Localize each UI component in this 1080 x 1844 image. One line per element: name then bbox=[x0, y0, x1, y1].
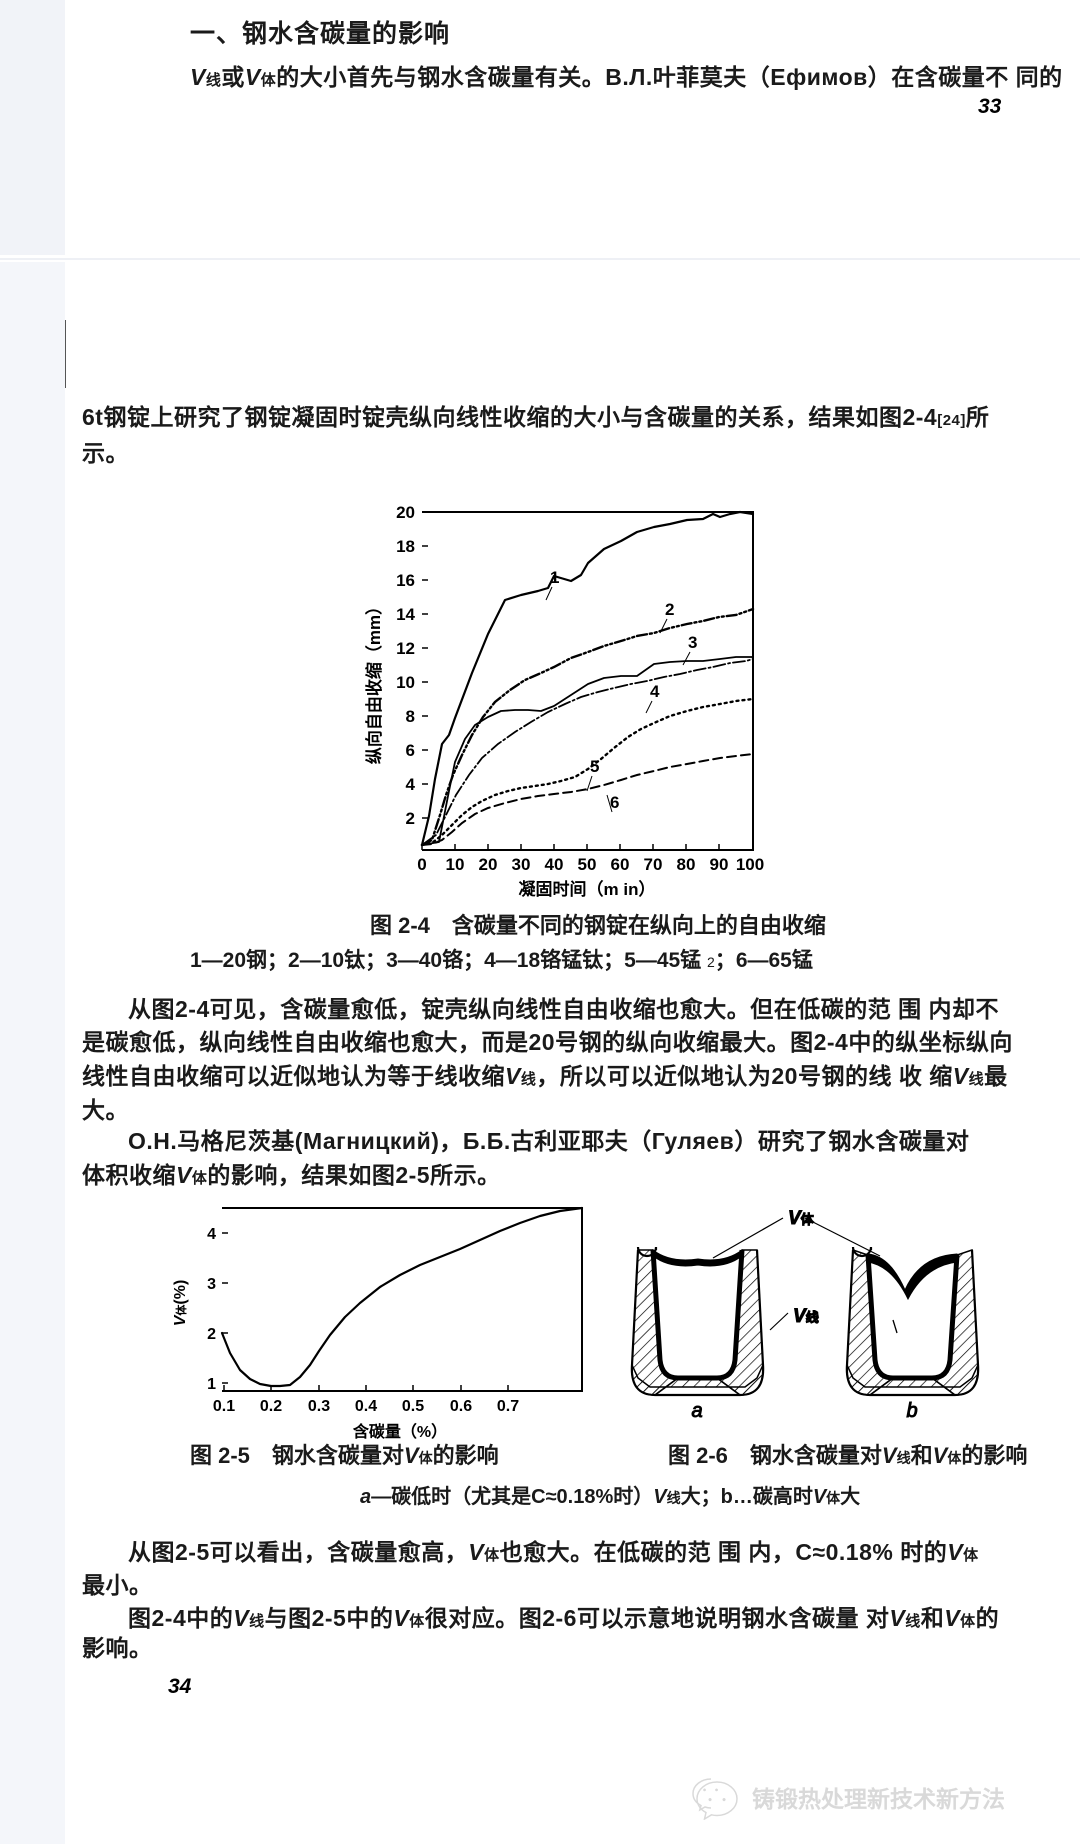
svg-text:0.6: 0.6 bbox=[450, 1398, 472, 1415]
svg-text:4: 4 bbox=[207, 1226, 216, 1243]
svg-text:4: 4 bbox=[406, 775, 416, 794]
svg-text:4: 4 bbox=[650, 682, 660, 701]
svg-text:0.4: 0.4 bbox=[355, 1398, 377, 1415]
svg-text:100: 100 bbox=[736, 855, 764, 874]
svg-text:50: 50 bbox=[578, 855, 597, 874]
svg-text:70: 70 bbox=[644, 855, 663, 874]
svg-text:14: 14 bbox=[396, 605, 415, 624]
svg-text:16: 16 bbox=[396, 571, 415, 590]
svg-text:b: b bbox=[906, 1400, 917, 1422]
svg-text:3: 3 bbox=[688, 633, 697, 652]
svg-text:20: 20 bbox=[396, 503, 415, 522]
svg-text:1: 1 bbox=[207, 1376, 216, 1393]
svg-text:20: 20 bbox=[479, 855, 498, 874]
svg-text:V体: V体 bbox=[788, 1210, 815, 1229]
svg-text:18: 18 bbox=[396, 537, 415, 556]
svg-text:2: 2 bbox=[406, 809, 415, 828]
svg-text:V线: V线 bbox=[793, 1306, 819, 1327]
svg-text:凝固时间（m in）: 凝固时间（m in） bbox=[519, 879, 656, 899]
svg-text:12: 12 bbox=[396, 639, 415, 658]
svg-text:0.1: 0.1 bbox=[213, 1398, 235, 1415]
svg-text:6: 6 bbox=[406, 741, 415, 760]
svg-text:1: 1 bbox=[550, 568, 559, 587]
svg-text:2: 2 bbox=[207, 1326, 216, 1343]
svg-text:90: 90 bbox=[710, 855, 729, 874]
svg-text:0.5: 0.5 bbox=[402, 1398, 424, 1415]
svg-text:8: 8 bbox=[406, 707, 415, 726]
svg-text:纵向自由收缩（mm）: 纵向自由收缩（mm） bbox=[364, 598, 384, 764]
svg-text:5: 5 bbox=[590, 757, 599, 776]
svg-text:80: 80 bbox=[677, 855, 696, 874]
svg-text:30: 30 bbox=[512, 855, 531, 874]
svg-text:60: 60 bbox=[611, 855, 630, 874]
svg-text:0.2: 0.2 bbox=[260, 1398, 282, 1415]
svg-text:2: 2 bbox=[665, 600, 674, 619]
svg-text:40: 40 bbox=[545, 855, 564, 874]
svg-text:10: 10 bbox=[396, 673, 415, 692]
svg-text:0: 0 bbox=[417, 855, 426, 874]
svg-text:0.3: 0.3 bbox=[308, 1398, 330, 1415]
svg-text:铸锻热处理新技术新方法: 铸锻热处理新技术新方法 bbox=[752, 1786, 1005, 1812]
svg-text:V体(%): V体(%) bbox=[172, 1280, 189, 1327]
svg-text:3: 3 bbox=[207, 1276, 216, 1293]
svg-text:0.7: 0.7 bbox=[497, 1398, 519, 1415]
svg-text:a: a bbox=[691, 1400, 702, 1422]
svg-text:10: 10 bbox=[446, 855, 465, 874]
